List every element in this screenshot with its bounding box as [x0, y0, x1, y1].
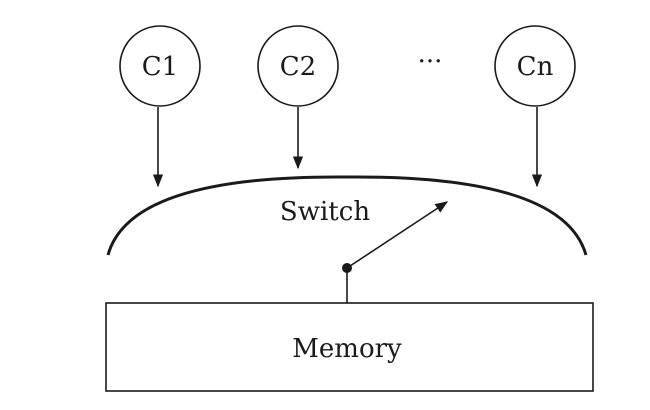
processor-label-cn: Cn [517, 52, 554, 82]
processor-label-c1: C1 [142, 52, 178, 82]
memory-label: Memory [292, 334, 402, 364]
switch-arc [106, 175, 588, 256]
processor-circle-cn [494, 25, 576, 107]
processor-node-c1: C1 [119, 25, 201, 107]
processor-label-c2: C2 [280, 52, 316, 82]
processor-circle-c1 [119, 25, 201, 107]
memory-block: Memory [105, 302, 594, 392]
processor-node-cn: Cn [494, 25, 576, 107]
ellipsis: ··· [418, 47, 443, 77]
memory-box [105, 302, 594, 392]
switch-label: Switch [280, 197, 370, 227]
switch-lever-arrow [346, 201, 449, 269]
processor-node-c2: C2 [257, 25, 339, 107]
processor-circle-c2 [257, 25, 339, 107]
